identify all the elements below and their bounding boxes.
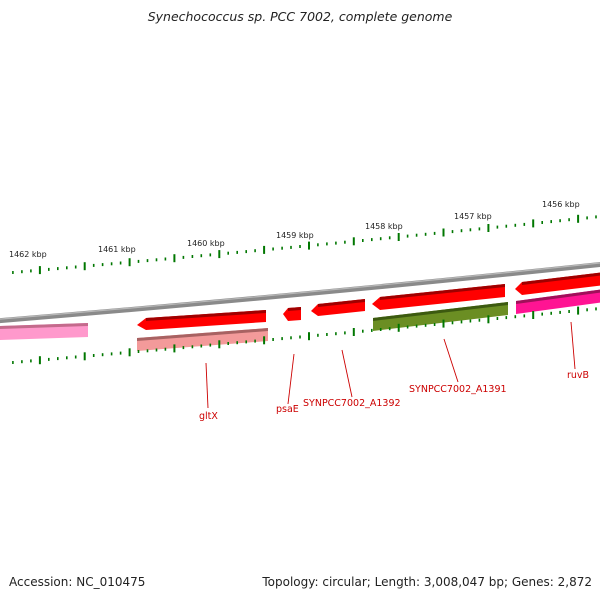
- outer-ruler-ticks: [12, 214, 597, 275]
- tick-label-1460: 1460 kbp: [187, 239, 225, 248]
- tick-label-1459: 1459 kbp: [276, 231, 314, 240]
- label-leaders: [205, 321, 576, 409]
- leader-a1392: [341, 349, 353, 398]
- label-ruvB: ruvB: [567, 370, 589, 381]
- tick-label-1456: 1456 kbp: [542, 200, 580, 209]
- label-a1391: SYNPCC7002_A1391: [409, 384, 507, 395]
- feature-gene-a1391: [373, 302, 508, 331]
- feature-gene-gltX: [137, 328, 268, 351]
- tick-label-1461: 1461 kbp: [98, 245, 136, 254]
- feature-cds-psaE: [283, 307, 301, 321]
- tick-label-1458: 1458 kbp: [365, 222, 403, 231]
- accession-text: Accession: NC_010475: [9, 575, 146, 589]
- leader-a1391: [443, 338, 459, 383]
- genome-backbone-highlight: [0, 262, 600, 320]
- ruler-labels: 1462 kbp 1461 kbp 1460 kbp 1459 kbp 1458…: [9, 200, 580, 259]
- gene-features: [0, 272, 600, 351]
- tick-label-1462: 1462 kbp: [9, 250, 47, 259]
- label-a1392: SYNPCC7002_A1392: [303, 398, 401, 409]
- inner-ruler-ticks: [12, 306, 597, 365]
- gene-labels: gltX psaE SYNPCC7002_A1392 SYNPCC7002_A1…: [199, 370, 589, 422]
- leader-ruvB: [570, 321, 576, 370]
- leader-psaE: [287, 353, 295, 405]
- feature-cds-a1391: [372, 284, 505, 310]
- leader-gltX: [205, 362, 209, 409]
- label-psaE: psaE: [276, 404, 299, 415]
- diagram-title: Synechococcus sp. PCC 7002, complete gen…: [147, 9, 453, 24]
- feature-cds-ruvB: [515, 272, 600, 295]
- label-gltX: gltX: [199, 411, 218, 422]
- genome-stats-text: Topology: circular; Length: 3,008,047 bp…: [262, 575, 592, 589]
- tick-label-1457: 1457 kbp: [454, 212, 492, 221]
- feature-gene-ruvB: [516, 289, 600, 314]
- genome-backbone: [0, 262, 600, 324]
